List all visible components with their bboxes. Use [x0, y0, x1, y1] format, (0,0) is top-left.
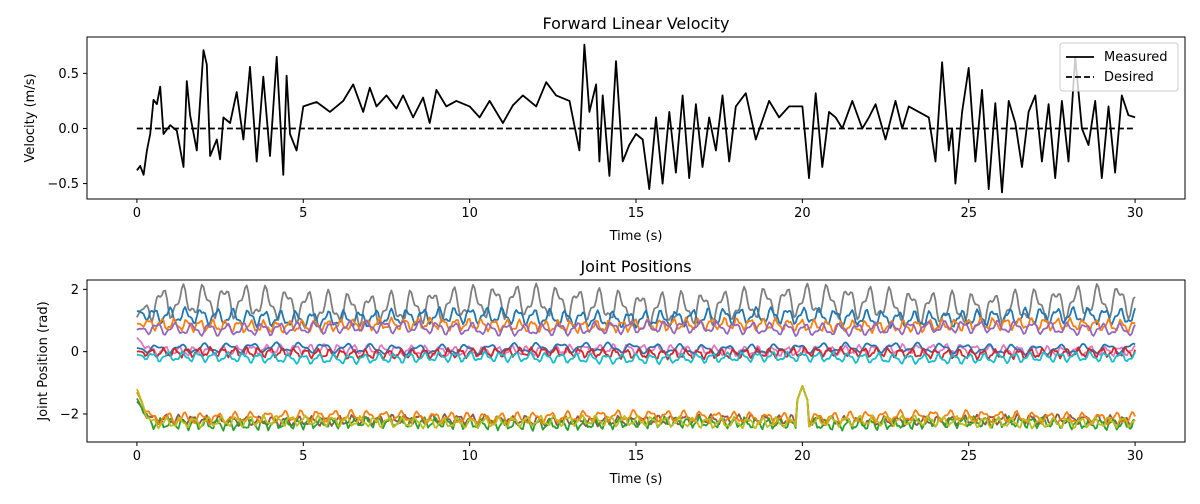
- joint-series-10-line: [136, 384, 1136, 426]
- xtick-label: 15: [628, 206, 645, 221]
- xtick-label: 20: [794, 206, 811, 221]
- velocity-title: Forward Linear Velocity: [542, 14, 729, 33]
- joint-series-3-line: [136, 319, 1136, 338]
- ytick-label: 0.5: [58, 67, 79, 82]
- velocity-plot-area: [136, 43, 1136, 194]
- xtick-label: 5: [299, 449, 307, 464]
- ytick-label: 0.0: [58, 122, 79, 137]
- ytick-label: 0: [71, 345, 79, 360]
- ytick-label: 2: [71, 283, 79, 298]
- xtick-label: 30: [1127, 449, 1144, 464]
- legend-desired-label: Desired: [1104, 70, 1154, 85]
- joint-series-2-line: [136, 316, 1136, 335]
- joint-ylabel: Joint Position (rad): [36, 301, 51, 421]
- velocity-ticks: 0 5 10 15 20 25 30 −0.5 0.0 0.5: [47, 67, 1143, 221]
- joint-series-7-line: [136, 350, 1136, 366]
- joint-series-11-line: [136, 384, 1136, 430]
- series-measured-line: [136, 43, 1136, 194]
- joint-series-0-line: [136, 282, 1136, 328]
- ytick-label: −0.5: [47, 177, 79, 192]
- ytick-label: −2: [60, 407, 79, 422]
- xtick-label: 10: [461, 449, 478, 464]
- legend-box: [1059, 42, 1179, 92]
- velocity-legend: Measured Desired: [1059, 42, 1179, 92]
- xtick-label: 30: [1127, 206, 1144, 221]
- velocity-xlabel: Time (s): [609, 229, 663, 244]
- xtick-label: 25: [960, 449, 977, 464]
- joint-series-5-line: [136, 341, 1136, 356]
- joint-series-8-line: [136, 384, 1136, 428]
- xtick-label: 10: [461, 206, 478, 221]
- xtick-label: 0: [133, 449, 141, 464]
- joint-plot-area: [136, 282, 1136, 432]
- xtick-label: 0: [133, 206, 141, 221]
- joint-xlabel: Time (s): [609, 472, 663, 487]
- xtick-label: 25: [960, 206, 977, 221]
- xtick-label: 20: [794, 449, 811, 464]
- legend-measured-label: Measured: [1104, 50, 1168, 65]
- joint-ticks: 0 5 10 15 20 25 30 −2 0 2: [60, 283, 1144, 464]
- xtick-label: 15: [628, 449, 645, 464]
- velocity-axes: Forward Linear Velocity Time (s) Velocit…: [23, 14, 1186, 244]
- joint-axes: Joint Positions Time (s) Joint Position …: [36, 257, 1186, 487]
- velocity-ylabel: Velocity (m/s): [23, 73, 38, 162]
- xtick-label: 5: [299, 206, 307, 221]
- joint-title: Joint Positions: [579, 257, 691, 276]
- velocity-frame: [86, 36, 1186, 200]
- joint-series-9-line: [136, 384, 1136, 432]
